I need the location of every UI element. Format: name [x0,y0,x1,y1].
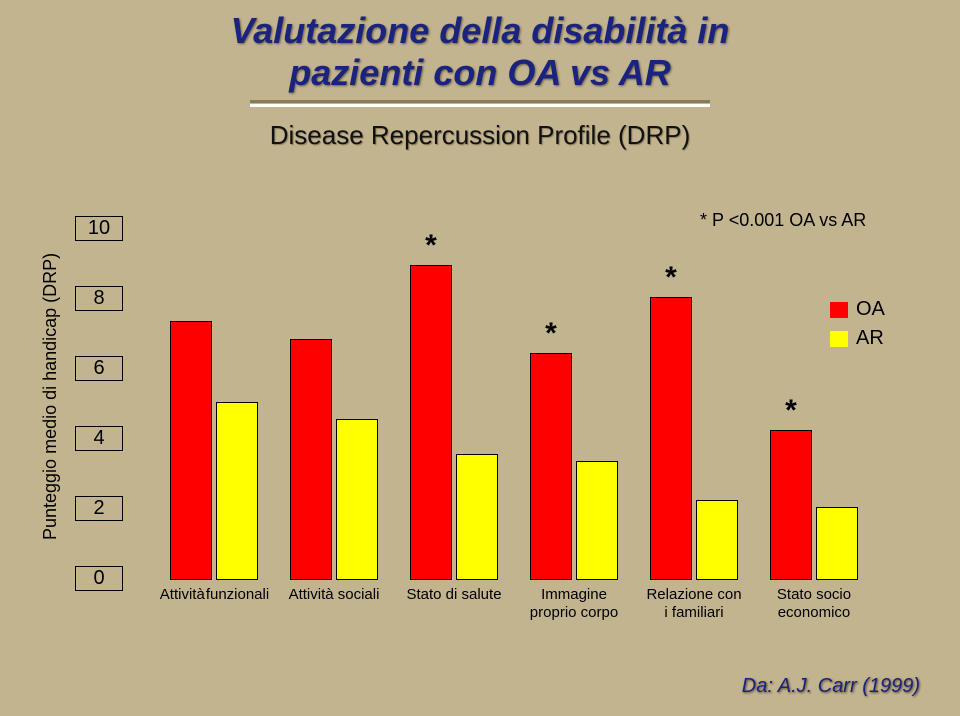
x-category-label: Attività sociali [278,586,390,605]
y-tick: 8 [75,286,123,311]
title-underline-bottom [250,104,710,107]
legend-swatch [830,331,848,347]
bar-ar [216,402,258,581]
bar-ar [456,454,498,580]
legend-item: AR [830,327,885,350]
asterisk-icon: * [536,317,566,351]
bar-oa [290,339,332,581]
y-tick: 6 [75,356,123,381]
bar-oa [410,265,452,580]
y-tick: 4 [75,426,123,451]
x-category-label: Relazione coni familiari [638,586,750,622]
chart-plot-area: * * * * [160,230,880,580]
title-line-2: pazienti con OA vs AR [0,52,960,94]
bar-ar [696,500,738,581]
slide: Valutazione della disabilità in pazienti… [0,0,960,716]
bar-oa [650,297,692,581]
bar-oa [170,321,212,580]
y-tick: 2 [75,496,123,521]
x-category-label: Stato socioeconomico [758,586,870,622]
bar-oa [770,430,812,581]
bar-oa [530,353,572,581]
y-tick: 0 [75,566,123,591]
asterisk-icon: * [776,394,806,428]
bar-ar [816,507,858,581]
legend-swatch [830,302,848,318]
significance-note: * P <0.001 OA vs AR [700,210,866,231]
title-underline-top [250,100,710,103]
citation: Da: A.J. Carr (1999) [742,675,920,698]
bar-ar [576,461,618,580]
asterisk-icon: * [416,229,446,263]
title-line-1: Valutazione della disabilità in [0,10,960,52]
x-category-label: Immagineproprio corpo [518,586,630,622]
bar-ar [336,419,378,580]
y-tick: 10 [75,216,123,241]
legend-item: OA [830,298,885,321]
y-axis-label: Punteggio medio di handicap (DRP) [40,253,61,540]
legend-label: OA [856,298,885,320]
x-category-label: Stato di salute [398,586,510,605]
legend: OA AR [830,298,885,356]
legend-label: AR [856,327,884,349]
asterisk-icon: * [656,261,686,295]
x-category-label: Attivitàfunzionali [158,586,270,605]
subtitle: Disease Repercussion Profile (DRP) [0,120,960,151]
